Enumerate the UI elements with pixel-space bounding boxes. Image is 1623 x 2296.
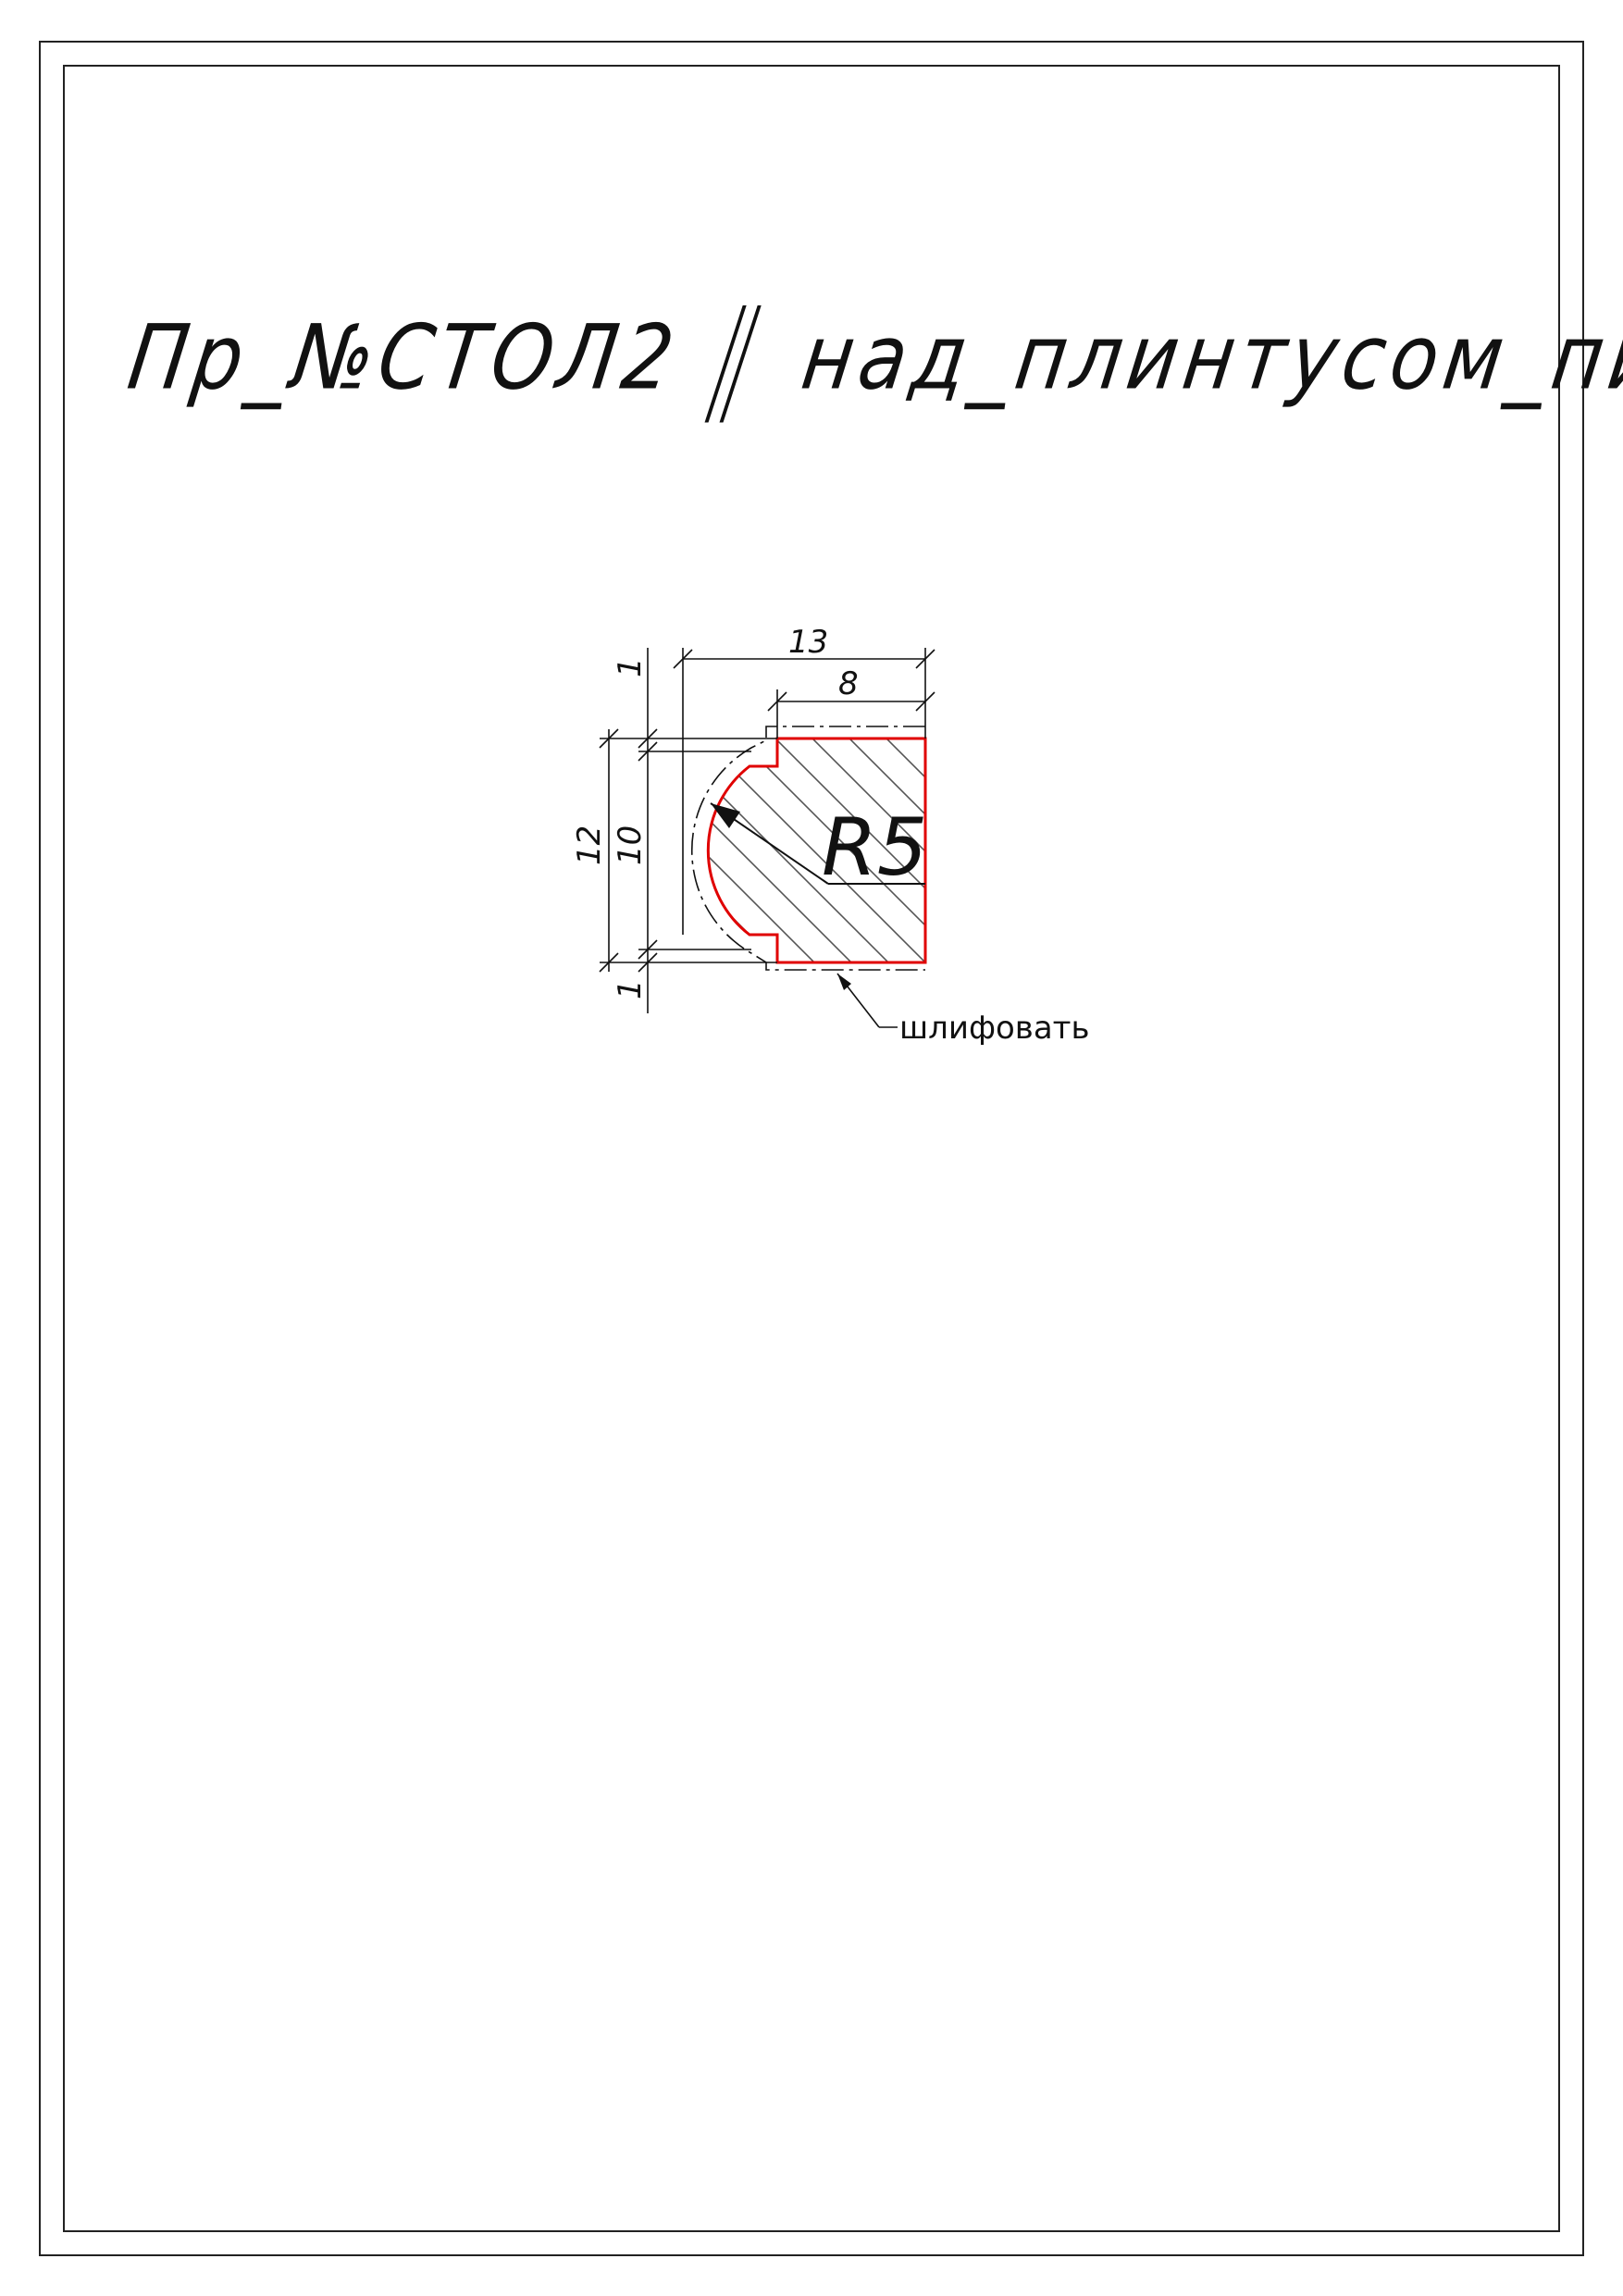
dim-height-total: 12: [571, 825, 608, 865]
top-dimension-lines: [673, 648, 935, 935]
profile-outline: [706, 737, 927, 964]
section-hatching: [708, 738, 925, 962]
blank-outline-dashed: [691, 726, 925, 971]
note-arrow: [837, 974, 851, 990]
radius-label: R5: [822, 801, 927, 894]
radius-arrow: [711, 803, 740, 828]
left-dimension-lines: [599, 648, 777, 1013]
sheet-inner-frame: [63, 65, 1560, 2232]
dim-width-total: 13: [788, 624, 828, 661]
dim-height-inner: 10: [612, 825, 649, 865]
dim-width-flat: 8: [838, 665, 859, 702]
grind-note: шлифовать: [899, 1010, 1090, 1047]
dim-offset-top: 1: [612, 657, 649, 677]
sheet-outer-frame: [39, 41, 1584, 2256]
dim-offset-bottom: 1: [612, 979, 649, 999]
